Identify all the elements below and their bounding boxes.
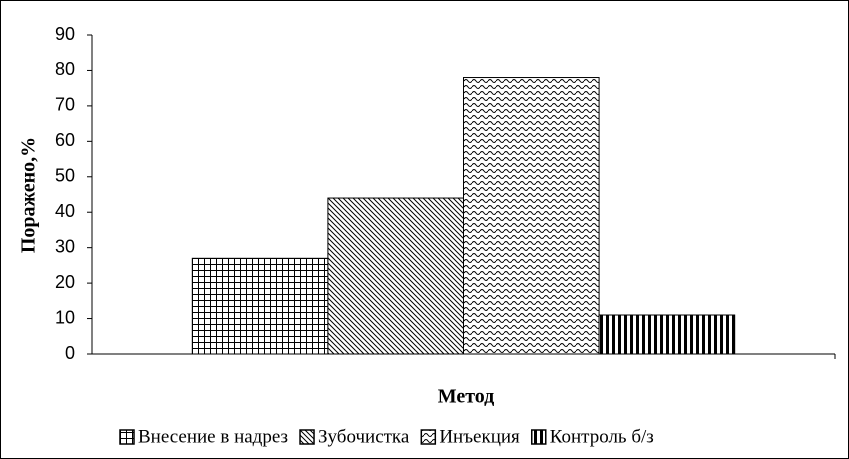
y-tick-label: 50 — [55, 166, 75, 186]
y-axis-title: Поражено,% — [18, 137, 40, 253]
legend-swatch — [420, 429, 437, 445]
legend-label: Инъекция — [439, 426, 520, 447]
legend-swatch — [531, 429, 547, 445]
bar — [327, 197, 464, 355]
y-tick-label: 90 — [55, 24, 75, 44]
legend-swatch — [299, 429, 315, 445]
y-tick-label: 80 — [55, 59, 75, 79]
y-tick-label: 10 — [55, 307, 75, 327]
y-tick-label: 30 — [55, 236, 75, 256]
y-tick-label: 70 — [55, 95, 75, 115]
bar — [463, 77, 600, 355]
bar — [598, 314, 736, 355]
bar — [191, 257, 329, 355]
y-tick-label: 60 — [55, 130, 75, 150]
y-tick-label: 20 — [55, 272, 75, 292]
legend-label: Контроль б/з — [550, 426, 654, 447]
y-tick-label: 40 — [55, 201, 75, 221]
legend-label: Зубочистка — [318, 426, 410, 447]
x-axis-title: Метод — [438, 386, 495, 408]
y-tick-label: 0 — [65, 343, 75, 363]
legend-swatch — [119, 429, 135, 445]
legend-label: Внесение в надрез — [138, 426, 288, 447]
